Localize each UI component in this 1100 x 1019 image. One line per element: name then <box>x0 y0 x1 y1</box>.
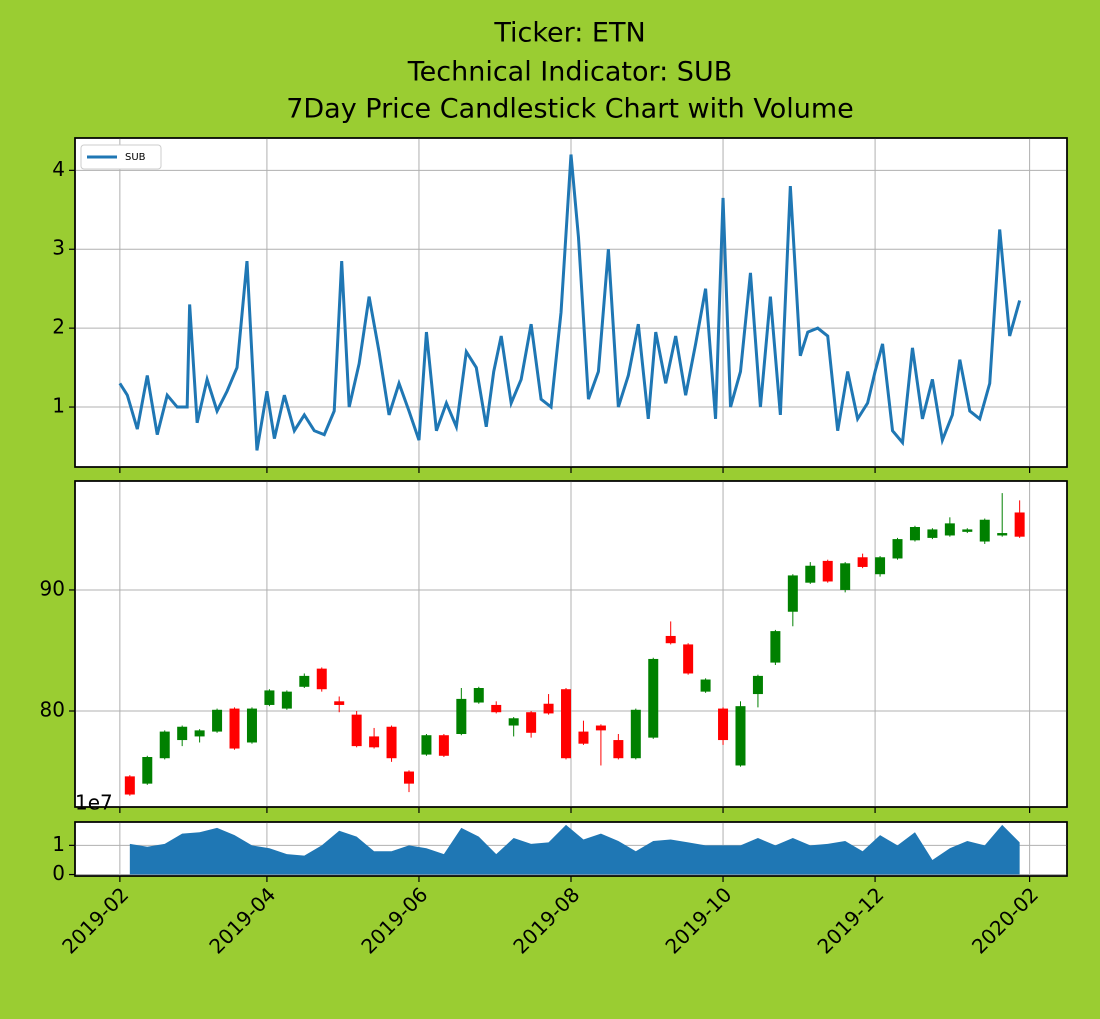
candle-body <box>578 731 589 744</box>
candle-body <box>386 726 397 759</box>
y-tick-label: 2 <box>52 315 65 339</box>
candle-body <box>159 731 170 759</box>
candle-body <box>281 691 292 709</box>
candle-body <box>351 714 362 747</box>
plot-border <box>74 480 1068 808</box>
candle-body <box>543 703 554 714</box>
y-tick-label: 1 <box>52 394 65 418</box>
chart-title: Technical Indicator: SUB <box>407 57 733 88</box>
candle-body <box>997 533 1008 536</box>
candle-body <box>595 725 606 731</box>
y-tick-label: 4 <box>52 157 65 181</box>
chart-title: 7Day Price Candlestick Chart with Volume <box>286 94 854 125</box>
candle-body <box>369 736 380 748</box>
candle-body <box>805 565 816 583</box>
candle-body <box>491 704 502 713</box>
plot <box>129 824 1020 875</box>
candle-body <box>526 712 537 733</box>
x-tick-label: 2019-04 <box>204 882 280 958</box>
candle-body <box>648 658 659 738</box>
candle-body <box>334 701 345 705</box>
area <box>129 824 1020 875</box>
candle-body <box>316 668 327 690</box>
y-tick-label: 80 <box>40 698 65 722</box>
candle-body <box>787 575 798 612</box>
candle-body <box>822 560 833 582</box>
candle-body <box>212 709 223 732</box>
candle-body <box>229 708 240 749</box>
candle-body <box>962 529 973 532</box>
candle-body <box>718 708 729 741</box>
plot-border <box>74 137 1068 468</box>
candle-body <box>1014 512 1025 537</box>
candle-body <box>561 689 572 759</box>
candle-body <box>438 735 449 756</box>
x-tick-label: 2019-06 <box>356 882 432 958</box>
candle-body <box>421 735 432 755</box>
candle-body <box>508 718 519 726</box>
candle-body <box>403 771 414 784</box>
line <box>118 154 1022 451</box>
y-tick-label: 90 <box>40 576 65 600</box>
candle-body <box>665 635 676 644</box>
candle-body <box>857 557 868 567</box>
chart-title: Ticker: ETN <box>493 18 645 49</box>
candle-body <box>177 726 188 741</box>
plot-border <box>74 821 1068 877</box>
candle-body <box>944 523 955 536</box>
candle-body <box>456 698 467 735</box>
candle-body <box>909 527 920 541</box>
candle-body <box>752 675 763 695</box>
x-tick-label: 2020-02 <box>967 882 1043 958</box>
candle-body <box>875 557 886 575</box>
candle-body <box>770 631 781 663</box>
candle-body <box>840 563 851 590</box>
candle-body <box>124 776 135 795</box>
candle-body <box>735 706 746 766</box>
candle-body <box>246 708 257 743</box>
candle-body <box>683 644 694 674</box>
x-tick-label: 2019-08 <box>508 882 584 958</box>
plot <box>118 154 1022 451</box>
plot <box>124 493 1025 796</box>
offset-label: 1e7 <box>75 791 113 815</box>
candle-body <box>473 688 484 703</box>
legend-label: SUB <box>125 152 146 163</box>
y-tick-label: 1 <box>52 832 65 856</box>
legend <box>80 144 162 170</box>
candle-body <box>892 539 903 559</box>
candle-body <box>927 529 938 538</box>
x-tick-label: 2019-12 <box>812 882 888 958</box>
x-tick-label: 2019-10 <box>660 882 736 958</box>
y-tick-label: 0 <box>52 861 65 885</box>
candle-body <box>979 519 990 542</box>
y-tick-label: 3 <box>52 236 65 260</box>
candle-body <box>194 730 205 737</box>
candle-body <box>299 675 310 687</box>
candle-body <box>142 757 153 784</box>
x-tick-label: 2019-02 <box>57 882 133 958</box>
candle-body <box>700 679 711 692</box>
candle-body <box>613 740 624 759</box>
candle-body <box>630 709 641 759</box>
candle-body <box>264 690 275 705</box>
